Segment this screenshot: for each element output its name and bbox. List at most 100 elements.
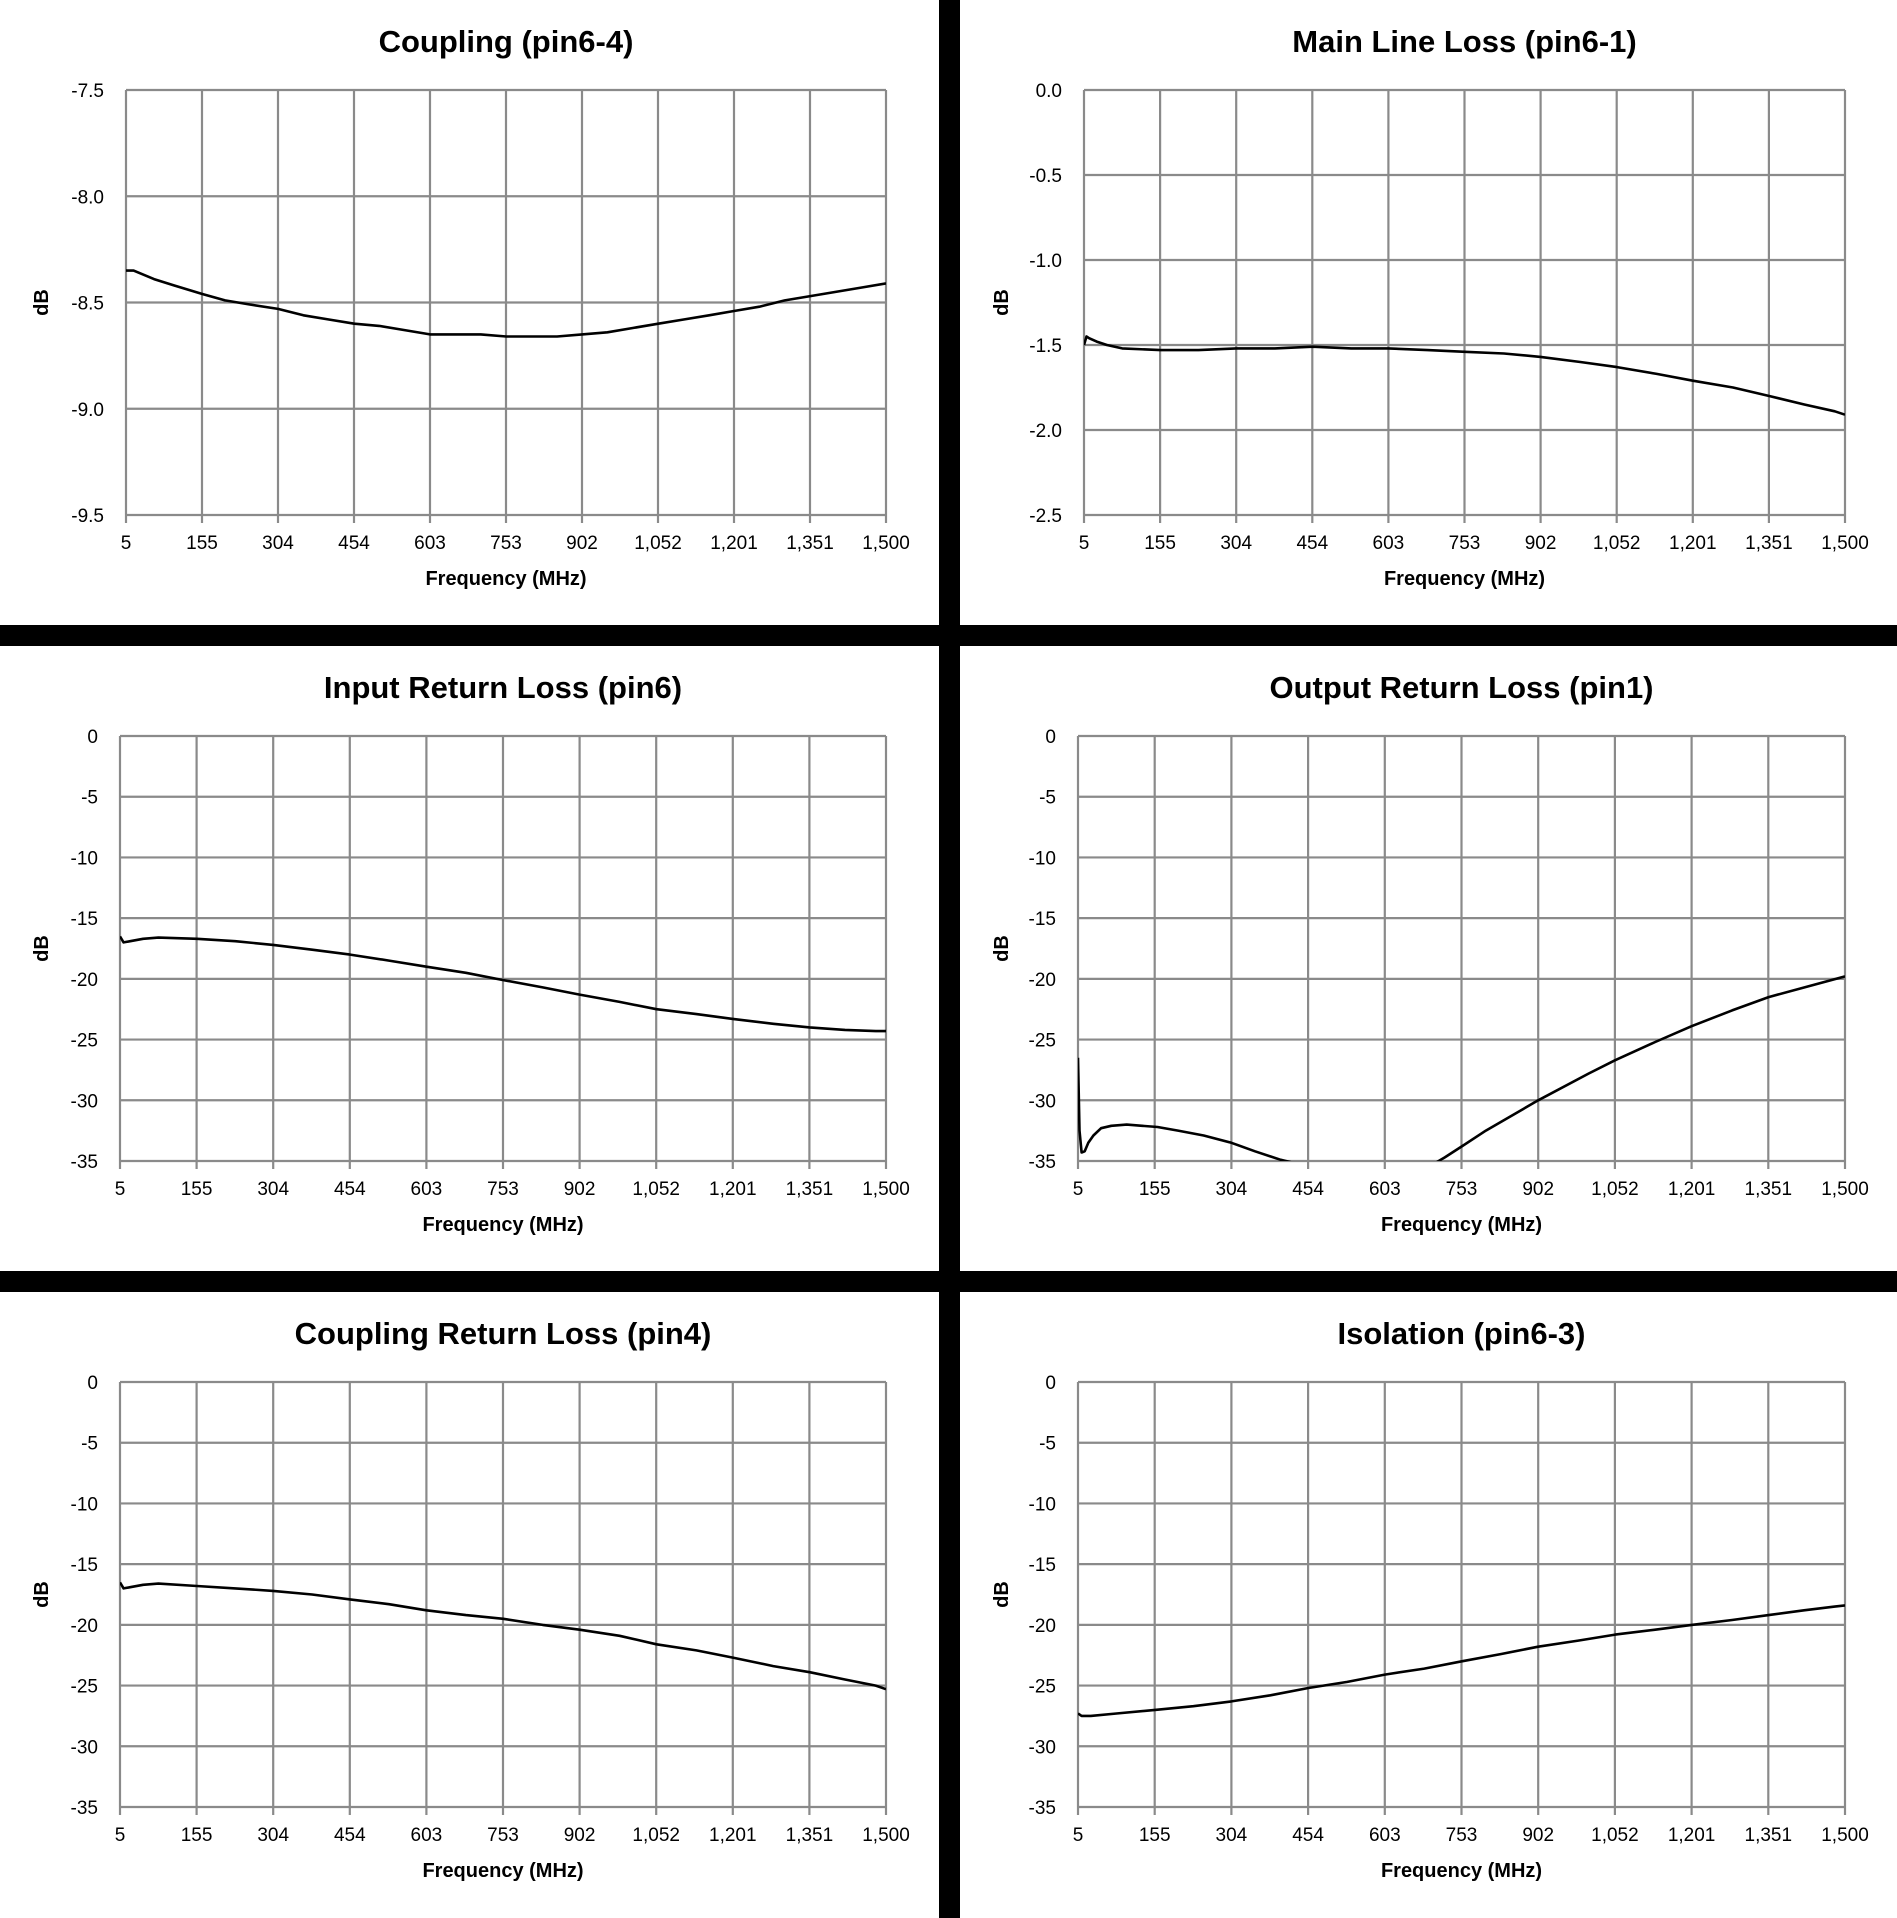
chart-title: Coupling Return Loss (pin4) <box>295 1316 712 1351</box>
y-tick-label: -15 <box>1029 1555 1056 1576</box>
series-line <box>120 935 886 1033</box>
chart-title: Main Line Loss (pin6-1) <box>1292 24 1636 59</box>
y-tick-label: 0 <box>87 1373 98 1394</box>
y-tick-label: -9.0 <box>71 400 104 421</box>
x-tick-label: 603 <box>411 1825 443 1846</box>
x-tick-label: 304 <box>1220 533 1252 554</box>
x-tick-label: 454 <box>338 533 370 554</box>
x-tick-label: 1,500 <box>862 1179 910 1200</box>
x-tick-label: 454 <box>334 1825 366 1846</box>
y-tick-label: -8.5 <box>71 294 104 315</box>
series-line <box>1078 975 1845 1161</box>
series-line <box>120 1581 886 1691</box>
y-axis-label: dB <box>31 289 53 316</box>
y-tick-label: -7.5 <box>71 81 104 102</box>
x-tick-label: 1,351 <box>786 1825 834 1846</box>
x-tick-label: 1,201 <box>710 533 758 554</box>
x-tick-label: 5 <box>1073 1825 1084 1846</box>
y-tick-label: -10 <box>1029 848 1056 869</box>
x-tick-label: 753 <box>1446 1179 1478 1200</box>
x-tick-label: 155 <box>1139 1825 1171 1846</box>
y-tick-label: -0.5 <box>1029 166 1062 187</box>
x-tick-label: 902 <box>1522 1179 1554 1200</box>
x-tick-label: 1,351 <box>1745 533 1793 554</box>
y-tick-label: -10 <box>71 848 98 869</box>
y-tick-label: -35 <box>1029 1152 1056 1173</box>
x-tick-label: 1,201 <box>1668 1825 1716 1846</box>
y-axis-label: dB <box>991 935 1013 962</box>
chart-panel-coupling-return-loss: Coupling Return Loss (pin4) -35 -30 -25 -20 -… <box>0 1292 939 1918</box>
y-tick-label: -30 <box>71 1737 98 1758</box>
x-tick-label: 902 <box>566 533 598 554</box>
y-tick-label: -25 <box>1029 1677 1056 1698</box>
chart-title: Isolation (pin6-3) <box>1338 1316 1586 1351</box>
y-tick-label: -5 <box>1039 1434 1056 1455</box>
x-tick-label: 753 <box>487 1179 519 1200</box>
chart-input-return-loss: Input Return Loss (pin6) -35 -30 -25 -20 -15 -… <box>31 670 910 1236</box>
series-line <box>1084 335 1845 416</box>
y-tick-label: -25 <box>71 1677 98 1698</box>
x-tick-label: 155 <box>181 1179 213 1200</box>
y-tick-label: -2.5 <box>1029 506 1062 527</box>
y-tick-label: -10 <box>71 1494 98 1515</box>
y-tick-label: -1.5 <box>1029 336 1062 357</box>
x-tick-label: 1,052 <box>1593 533 1641 554</box>
y-tick-label: -2.0 <box>1029 421 1062 442</box>
x-axis-label: Frequency (MHz) <box>1381 1860 1542 1882</box>
chart-coupling: Coupling (pin6-4) -9.5 -9.0 -8.5 -8.0 -7.5 5 15… <box>31 24 910 590</box>
x-tick-label: 304 <box>1216 1825 1248 1846</box>
chart-panel-isolation: Isolation (pin6-3) -35 -30 -25 -20 -15 -10 -5 0 5… <box>960 1292 1897 1918</box>
x-tick-label: 753 <box>1446 1825 1478 1846</box>
chart-isolation: Isolation (pin6-3) -35 -30 -25 -20 -15 -10 -5 0 5… <box>991 1316 1869 1882</box>
y-tick-label: 0.0 <box>1036 81 1062 102</box>
y-tick-label: -30 <box>1029 1091 1056 1112</box>
x-tick-label: 5 <box>1079 533 1090 554</box>
y-tick-label: -5 <box>1039 788 1056 809</box>
series-line <box>126 269 886 338</box>
x-tick-label: 1,052 <box>634 533 682 554</box>
x-tick-label: 304 <box>257 1825 289 1846</box>
x-tick-label: 1,052 <box>632 1179 680 1200</box>
y-tick-label: -5 <box>81 1434 98 1455</box>
x-tick-label: 304 <box>1216 1179 1248 1200</box>
y-tick-label: -15 <box>71 1555 98 1576</box>
y-tick-label: -8.0 <box>71 187 104 208</box>
x-tick-label: 454 <box>1292 1825 1324 1846</box>
y-tick-label: -20 <box>1029 970 1056 991</box>
x-tick-label: 1,500 <box>1821 1825 1869 1846</box>
x-tick-label: 902 <box>1522 1825 1554 1846</box>
y-axis-label: dB <box>31 1581 53 1608</box>
y-tick-label: -1.0 <box>1029 251 1062 272</box>
x-axis-label: Frequency (MHz) <box>1381 1214 1542 1236</box>
y-tick-label: 0 <box>1045 727 1056 748</box>
x-axis-label: Frequency (MHz) <box>1384 568 1545 590</box>
x-tick-label: 1,500 <box>1821 1179 1869 1200</box>
x-tick-label: 304 <box>262 533 294 554</box>
x-tick-label: 603 <box>414 533 446 554</box>
y-tick-label: 0 <box>87 727 98 748</box>
y-axis-label: dB <box>31 935 53 962</box>
y-tick-label: -5 <box>81 788 98 809</box>
y-tick-label: -10 <box>1029 1494 1056 1515</box>
x-tick-label: 1,052 <box>632 1825 680 1846</box>
y-tick-label: -30 <box>71 1091 98 1112</box>
x-tick-label: 304 <box>257 1179 289 1200</box>
x-tick-label: 753 <box>1449 533 1481 554</box>
y-axis-label: dB <box>991 1581 1013 1608</box>
x-tick-label: 155 <box>181 1825 213 1846</box>
x-tick-label: 1,201 <box>709 1179 757 1200</box>
y-tick-label: -15 <box>1029 909 1056 930</box>
x-tick-label: 753 <box>487 1825 519 1846</box>
x-tick-label: 5 <box>115 1825 126 1846</box>
x-tick-label: 1,500 <box>862 533 910 554</box>
x-tick-label: 1,052 <box>1591 1825 1639 1846</box>
chart-output-return-loss: Output Return Loss (pin1) -35 -30 -25 -20 -15… <box>991 670 1869 1236</box>
chart-panel-output-return-loss: Output Return Loss (pin1) -35 -30 -25 -20 -15… <box>960 646 1897 1271</box>
x-tick-label: 1,351 <box>1745 1825 1793 1846</box>
y-tick-label: -20 <box>1029 1616 1056 1637</box>
x-tick-label: 155 <box>1139 1179 1171 1200</box>
y-tick-label: -35 <box>71 1152 98 1173</box>
x-tick-label: 155 <box>1144 533 1176 554</box>
x-tick-label: 902 <box>564 1179 596 1200</box>
